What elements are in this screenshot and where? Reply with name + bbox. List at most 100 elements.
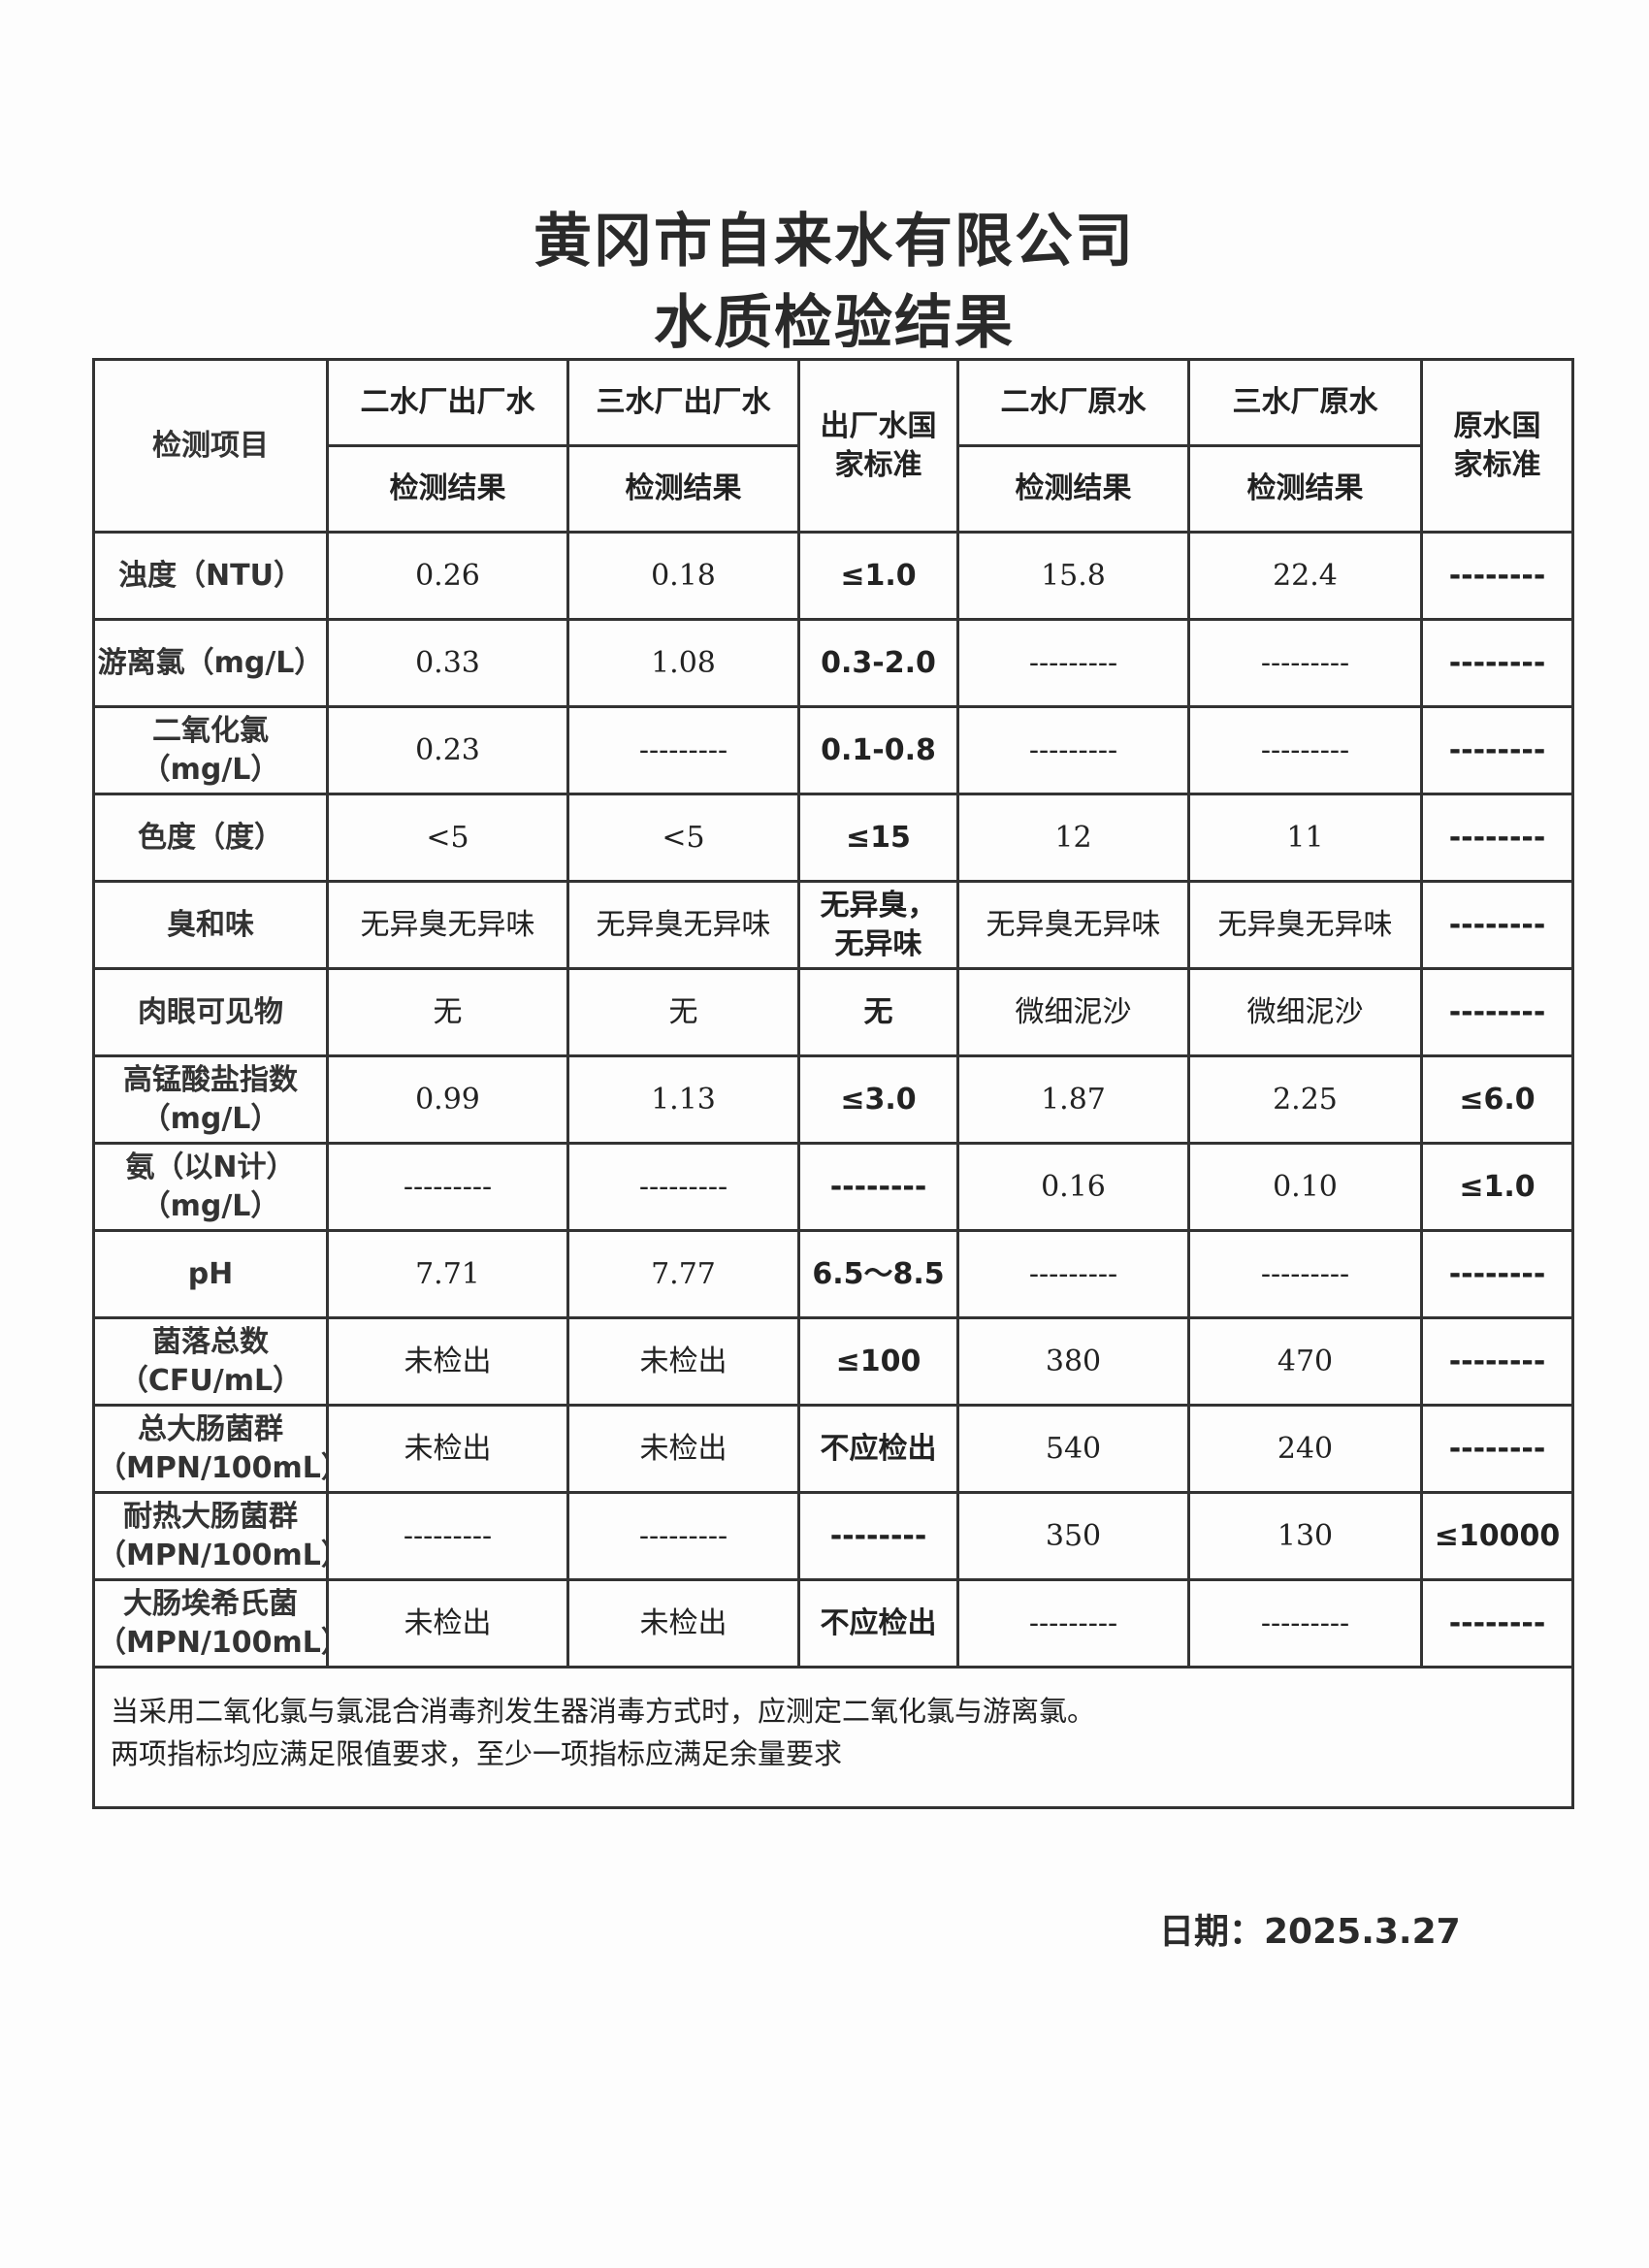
item-name-line: （mg/L） — [141, 1188, 280, 1223]
result-value: --------- — [956, 1578, 1190, 1669]
result-value: 无 — [566, 967, 800, 1057]
table-row: 大肠埃希氏菌 （MPN/100mL） 未检出 未检出 不应检出 --------- ----… — [92, 1578, 1574, 1669]
result-value: 0.99 — [326, 1054, 569, 1145]
item-name-line: 高锰酸盐指数 — [123, 1062, 298, 1097]
standard-value: -------- — [797, 1142, 959, 1232]
item-name-line: 游离氯（mg/L） — [97, 645, 324, 680]
standard-value: ≤100 — [797, 1316, 959, 1407]
item-name-line: （mg/L） — [141, 1101, 280, 1136]
item-name-line: 菌落总数 — [152, 1324, 269, 1359]
table-row: 高锰酸盐指数 （mg/L） 0.99 1.13 ≤3.0 1.87 2.25 ≤6.0 — [92, 1054, 1574, 1145]
item-name: pH — [92, 1229, 329, 1319]
result-value: 12 — [956, 793, 1190, 883]
standard-value: -------- — [1420, 618, 1574, 708]
item-name-line: （mg/L） — [141, 752, 280, 787]
note-row: 当采用二氧化氯与氯混合消毒剂发生器消毒方式时，应测定二氧化氯与游离氯。 两项指标均… — [92, 1666, 1574, 1809]
standard-value: ≤1.0 — [797, 531, 959, 621]
item-name: 耐热大肠菌群 （MPN/100mL） — [92, 1491, 329, 1581]
item-name: 色度（度） — [92, 793, 329, 883]
standard-value: 6.5～8.5 — [797, 1229, 959, 1319]
header-sub: 检测结果 — [1187, 444, 1423, 534]
item-name-line: 色度（度） — [138, 820, 283, 855]
result-value: 0.33 — [326, 618, 569, 708]
result-value: 无异臭无异味 — [1187, 880, 1423, 970]
item-name: 二氧化氯 （mg/L） — [92, 705, 329, 795]
result-value: 0.26 — [326, 531, 569, 621]
standard-value: -------- — [1420, 967, 1574, 1057]
result-value: 1.87 — [956, 1054, 1190, 1145]
result-value: 350 — [956, 1491, 1190, 1581]
result-value: 未检出 — [566, 1578, 800, 1669]
header-sub: 检测结果 — [326, 444, 569, 534]
result-value: 7.71 — [326, 1229, 569, 1319]
table-row: 浊度（NTU） 0.26 0.18 ≤1.0 15.8 22.4 -------- — [92, 531, 1574, 621]
item-name: 菌落总数 （CFU/mL） — [92, 1316, 329, 1407]
table-row: 耐热大肠菌群 （MPN/100mL） --------- --------- -----… — [92, 1491, 1574, 1581]
standard-value: -------- — [797, 1491, 959, 1581]
result-value: 未检出 — [326, 1578, 569, 1669]
result-value: 未检出 — [566, 1316, 800, 1407]
item-name-line: 浊度（NTU） — [118, 558, 303, 593]
note-line: 当采用二氧化氯与氯混合消毒剂发生器消毒方式时，应测定二氧化氯与游离氯。 — [111, 1695, 1096, 1728]
standard-value: -------- — [1420, 1229, 1574, 1319]
item-name-line: 氨（以N计） — [125, 1150, 296, 1184]
item-name-line: （MPN/100mL） — [97, 1625, 328, 1660]
result-value: --------- — [566, 705, 800, 795]
standard-value: 0.1-0.8 — [797, 705, 959, 795]
result-value: 15.8 — [956, 531, 1190, 621]
header-col: 出厂水国家标准 — [797, 358, 959, 534]
item-name-line: （MPN/100mL） — [97, 1538, 328, 1572]
table-row: 臭和味 无异臭无异味 无异臭无异味 无异臭，无异味 无异臭无异味 无异臭无异味 ------… — [92, 880, 1574, 970]
header-col: 原水国家标准 — [1420, 358, 1574, 534]
header-col: 三水厂出厂水 — [566, 358, 800, 447]
standard-value: -------- — [1420, 1404, 1574, 1494]
result-value: 22.4 — [1187, 531, 1423, 621]
item-name: 氨（以N计） （mg/L） — [92, 1142, 329, 1232]
header-col: 二水厂出厂水 — [326, 358, 569, 447]
result-value: 无 — [326, 967, 569, 1057]
table-row: pH 7.71 7.77 6.5～8.5 --------- --------- -----… — [92, 1229, 1574, 1319]
item-name-line: 大肠埃希氏菌 — [123, 1586, 298, 1621]
result-value: 470 — [1187, 1316, 1423, 1407]
table-row: 总大肠菌群 （MPN/100mL） 未检出 未检出 不应检出 540 240 -------- — [92, 1404, 1574, 1494]
result-value: --------- — [326, 1142, 569, 1232]
item-name: 游离氯（mg/L） — [92, 618, 329, 708]
header-col: 二水厂原水 — [956, 358, 1190, 447]
report-date: 日期：2025.3.27 — [1159, 1912, 1461, 1952]
result-value: 380 — [956, 1316, 1190, 1407]
result-value: --------- — [1187, 618, 1423, 708]
header-sub: 检测结果 — [956, 444, 1190, 534]
result-value: 微细泥沙 — [956, 967, 1190, 1057]
result-value: --------- — [956, 618, 1190, 708]
result-value: 0.18 — [566, 531, 800, 621]
standard-value: -------- — [1420, 531, 1574, 621]
standard-value: -------- — [1420, 880, 1574, 970]
standard-value: 无 — [797, 967, 959, 1057]
item-name-line: 肉眼可见物 — [138, 994, 283, 1029]
result-value: 240 — [1187, 1404, 1423, 1494]
table-row: 氨（以N计） （mg/L） --------- --------- -------- 0.… — [92, 1142, 1574, 1232]
item-name: 大肠埃希氏菌 （MPN/100mL） — [92, 1578, 329, 1669]
result-value: 1.08 — [566, 618, 800, 708]
header-item: 检测项目 — [92, 358, 329, 534]
standard-value: -------- — [1420, 705, 1574, 795]
item-name: 高锰酸盐指数 （mg/L） — [92, 1054, 329, 1145]
table-row: 游离氯（mg/L） 0.33 1.08 0.3-2.0 --------- -------… — [92, 618, 1574, 708]
result-value: 未检出 — [326, 1404, 569, 1494]
result-value: 微细泥沙 — [1187, 967, 1423, 1057]
result-value: --------- — [956, 705, 1190, 795]
table-row: 肉眼可见物无无无微细泥沙 微细泥沙 -------- — [92, 967, 1574, 1057]
item-name-line: pH — [187, 1256, 234, 1291]
result-value: 540 — [956, 1404, 1190, 1494]
result-value: --------- — [956, 1229, 1190, 1319]
report-title: 水质检验结果 — [654, 289, 1015, 357]
table-row: 二氧化氯 （mg/L） 0.23 --------- 0.1-0.8 --------- -… — [92, 705, 1574, 795]
header-col: 三水厂原水 — [1187, 358, 1423, 447]
note: 当采用二氧化氯与氯混合消毒剂发生器消毒方式时，应测定二氧化氯与游离氯。 两项指标均… — [92, 1666, 1574, 1809]
note-line: 两项指标均应满足限值要求，至少一项指标应满足余量要求 — [111, 1737, 843, 1770]
water-quality-table: 检测项目 二水厂出厂水 三水厂出厂水 出厂水国家标准 二水厂原水 三水厂原水 原… — [92, 358, 1574, 1809]
result-value: 0.10 — [1187, 1142, 1423, 1232]
result-value: --------- — [1187, 1578, 1423, 1669]
result-value: 无异臭无异味 — [956, 880, 1190, 970]
result-value: 7.77 — [566, 1229, 800, 1319]
